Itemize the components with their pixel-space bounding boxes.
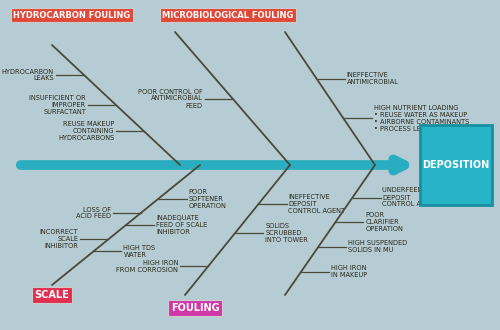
Text: INEFFECTIVE
ANTIMICROBIAL: INEFFECTIVE ANTIMICROBIAL <box>346 72 399 85</box>
Text: HIGH TDS
WATER: HIGH TDS WATER <box>124 245 156 258</box>
FancyBboxPatch shape <box>420 125 492 205</box>
Text: POOR
SOFTENER
OPERATION: POOR SOFTENER OPERATION <box>188 189 226 209</box>
Text: HYDROCARBON FOULING: HYDROCARBON FOULING <box>14 11 130 19</box>
Text: POOR CONTROL OF
ANTIMICROBIAL
FEED: POOR CONTROL OF ANTIMICROBIAL FEED <box>138 88 202 109</box>
Text: HYDROCARBON
LEAKS: HYDROCARBON LEAKS <box>2 69 54 82</box>
Text: HIGH IRON
IN MAKEUP: HIGH IRON IN MAKEUP <box>331 265 368 278</box>
Text: UNDERFEED OF
DEPOSIT
CONTROL AGENT: UNDERFEED OF DEPOSIT CONTROL AGENT <box>382 187 440 208</box>
Text: REUSE MAKEUP
CONTAINING
HYDROCARBONS: REUSE MAKEUP CONTAINING HYDROCARBONS <box>58 121 114 141</box>
Text: HIGH SUSPENDED
SOLIDS IN MU: HIGH SUSPENDED SOLIDS IN MU <box>348 240 408 253</box>
Text: SCALE: SCALE <box>34 290 70 300</box>
Text: DEPOSITION: DEPOSITION <box>422 160 490 170</box>
Text: HIGH IRON
FROM CORROSION: HIGH IRON FROM CORROSION <box>116 260 178 273</box>
Text: FOULING: FOULING <box>170 303 220 313</box>
Text: SOLIDS
SCRUBBED
INTO TOWER: SOLIDS SCRUBBED INTO TOWER <box>266 223 308 243</box>
Text: INEFFECTIVE
DEPOSIT
CONTROL AGENT: INEFFECTIVE DEPOSIT CONTROL AGENT <box>288 194 346 214</box>
Text: INCORRECT
SCALE
INHIBITOR: INCORRECT SCALE INHIBITOR <box>40 229 78 249</box>
Text: POOR
CLARIFIER
OPERATION: POOR CLARIFIER OPERATION <box>366 212 404 232</box>
Text: INSUFFICIENT OR
IMPROPER
SURFACTANT: INSUFFICIENT OR IMPROPER SURFACTANT <box>29 95 86 115</box>
Text: MICROBIOLOGICAL FOULING: MICROBIOLOGICAL FOULING <box>162 11 294 19</box>
Text: HIGH NUTRIENT LOADING
• REUSE WATER AS MAKEUP
• AIRBORNE CONTAMINANTS
• PROCESS : HIGH NUTRIENT LOADING • REUSE WATER AS M… <box>374 105 469 132</box>
Text: INADEQUATE
FEED OF SCALE
INHIBITOR: INADEQUATE FEED OF SCALE INHIBITOR <box>156 215 208 235</box>
Text: LOSS OF
ACID FEED: LOSS OF ACID FEED <box>76 207 111 219</box>
